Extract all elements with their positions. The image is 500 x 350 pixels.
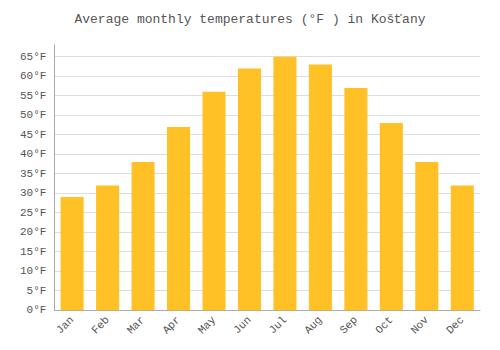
svg-text:60°F: 60°F xyxy=(20,70,46,82)
svg-text:50°F: 50°F xyxy=(20,109,46,121)
svg-text:May: May xyxy=(196,314,219,337)
svg-text:10°F: 10°F xyxy=(20,265,46,277)
svg-text:35°F: 35°F xyxy=(20,168,46,180)
svg-text:45°F: 45°F xyxy=(20,129,46,141)
svg-text:Jan: Jan xyxy=(54,314,76,336)
svg-text:Jun: Jun xyxy=(231,314,253,336)
svg-text:40°F: 40°F xyxy=(20,148,46,160)
svg-text:Mar: Mar xyxy=(125,314,147,336)
svg-text:25°F: 25°F xyxy=(20,207,46,219)
svg-text:5°F: 5°F xyxy=(27,285,47,297)
svg-text:Feb: Feb xyxy=(89,314,111,336)
svg-text:Oct: Oct xyxy=(373,314,395,336)
svg-text:Apr: Apr xyxy=(160,314,182,336)
svg-text:Sep: Sep xyxy=(338,314,360,336)
svg-text:30°F: 30°F xyxy=(20,187,46,199)
svg-text:Nov: Nov xyxy=(409,314,432,337)
svg-text:Dec: Dec xyxy=(444,314,466,336)
svg-text:0°F: 0°F xyxy=(27,304,47,316)
svg-text:20°F: 20°F xyxy=(20,226,46,238)
svg-text:65°F: 65°F xyxy=(20,51,46,63)
svg-text:55°F: 55°F xyxy=(20,90,46,102)
svg-text:Aug: Aug xyxy=(302,314,324,336)
svg-text:Jul: Jul xyxy=(267,314,289,336)
svg-text:15°F: 15°F xyxy=(20,246,46,258)
svg-text:Average monthly temperatures (: Average monthly temperatures (°F ) in Ko… xyxy=(74,12,425,27)
